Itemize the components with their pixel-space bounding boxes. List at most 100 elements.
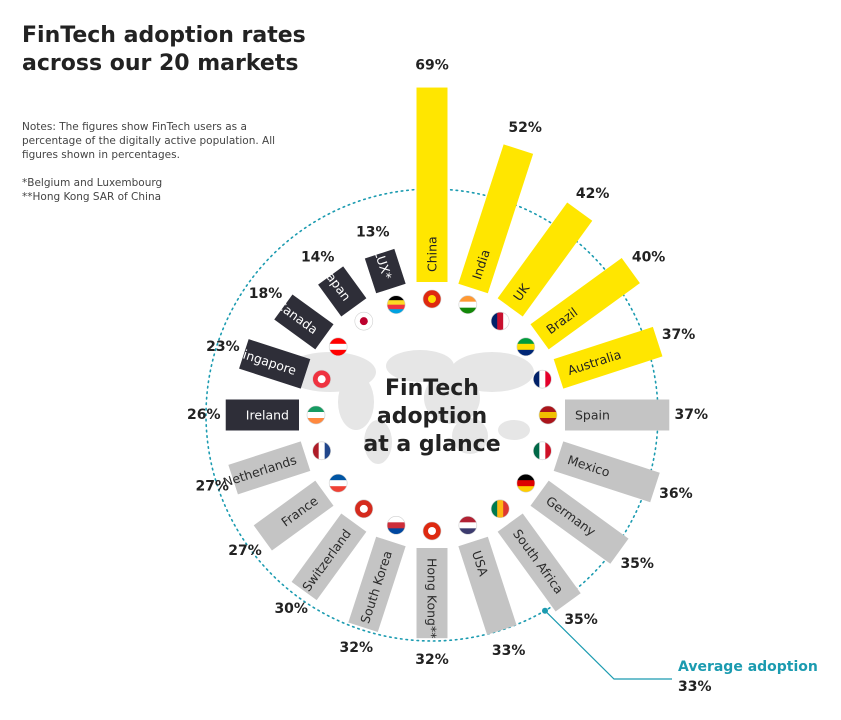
bar-rect-be-lux bbox=[364, 248, 406, 294]
bar-rect-india bbox=[458, 144, 534, 294]
singapore-flag bbox=[312, 369, 331, 389]
center-caption: FinTech adoption at a glance bbox=[363, 376, 500, 457]
bar-rect-japan bbox=[318, 266, 367, 317]
bar-rect-uk bbox=[497, 202, 593, 317]
netherlands-flag bbox=[312, 441, 331, 461]
center-caption-line2: adoption bbox=[377, 404, 487, 429]
average-adoption-value: 33% bbox=[678, 679, 712, 695]
value-label-china: 69% bbox=[415, 58, 449, 74]
bar-rect-france bbox=[253, 480, 334, 551]
category-label-spain: Spain bbox=[575, 408, 610, 423]
uk-flag bbox=[490, 311, 510, 331]
flags bbox=[306, 289, 558, 541]
bar-rect-mexico bbox=[553, 441, 660, 503]
canada-flag bbox=[328, 337, 348, 357]
center-caption-line3: at a glance bbox=[363, 432, 500, 457]
bar-uk: UK bbox=[497, 202, 593, 317]
bar-spain: Spain bbox=[565, 399, 670, 431]
notes-text: Notes: The figures show FinTech users as… bbox=[22, 121, 276, 161]
category-label-china: China bbox=[425, 236, 440, 272]
footnote-belgium-luxembourg: *Belgium and Luxembourg bbox=[22, 177, 163, 189]
bar-rect-ireland bbox=[225, 399, 299, 431]
mexico-flag bbox=[533, 441, 552, 461]
chart-title: FinTech adoption rates across our 20 mar… bbox=[22, 22, 306, 78]
category-label-ireland: Ireland bbox=[246, 408, 289, 423]
germany-flag bbox=[516, 473, 536, 493]
bar-ireland: Ireland bbox=[225, 399, 299, 431]
value-label-mexico: 36% bbox=[659, 486, 693, 502]
switzerland-flag bbox=[354, 499, 374, 519]
bar-australia: Australia bbox=[553, 326, 663, 389]
category-label-hong-kong: Hong Kong** bbox=[425, 558, 440, 638]
bar-rect-china bbox=[416, 87, 448, 282]
bar-india: India bbox=[458, 144, 534, 294]
bar-singapore: Singapore bbox=[234, 339, 311, 389]
continent-shape-5 bbox=[450, 352, 534, 392]
france-flag bbox=[328, 473, 348, 493]
bar-hong-kong: Hong Kong** bbox=[416, 548, 448, 639]
value-labels: 69% 52% 42% 40% 37% 37% 36% 35% 35% 33% 32% 32% 30% 2… bbox=[187, 58, 708, 669]
value-label-hong-kong: 32% bbox=[415, 652, 449, 668]
notes: Notes: The figures show FinTech users as… bbox=[22, 120, 292, 204]
value-label-germany: 35% bbox=[620, 556, 654, 572]
value-label-canada: 18% bbox=[249, 286, 283, 302]
bar-rect-netherlands bbox=[228, 441, 311, 495]
value-label-south-africa: 35% bbox=[564, 612, 598, 628]
world-map-background bbox=[284, 350, 534, 464]
bar-france: France bbox=[253, 480, 334, 551]
center-caption-line1: FinTech bbox=[385, 376, 479, 401]
continent-shape-8 bbox=[452, 418, 488, 454]
south-korea-flag bbox=[386, 516, 406, 535]
value-label-japan: 14% bbox=[301, 250, 335, 266]
bar-rect-hong-kong bbox=[416, 548, 448, 639]
value-label-singapore: 23% bbox=[206, 339, 240, 355]
belgium-lux-flag bbox=[386, 295, 406, 314]
brazil-flag bbox=[516, 337, 536, 357]
average-adoption-label: Average adoption bbox=[678, 659, 818, 675]
value-label-uk: 42% bbox=[576, 186, 610, 202]
value-label-brazil: 40% bbox=[632, 250, 666, 266]
continent-shape-6 bbox=[498, 420, 530, 440]
bar-rect-germany bbox=[530, 480, 629, 564]
continent-shape-3 bbox=[386, 350, 454, 382]
value-label-be-lux: 13% bbox=[356, 225, 390, 241]
average-callout: Average adoption 33% bbox=[542, 607, 818, 695]
bar-rect-australia bbox=[553, 326, 663, 389]
average-marker bbox=[542, 607, 548, 614]
value-label-spain: 37% bbox=[675, 407, 709, 423]
bar-rect-usa bbox=[458, 536, 517, 635]
average-leader-line bbox=[544, 610, 672, 680]
value-label-france: 27% bbox=[228, 543, 262, 559]
bar-usa: USA bbox=[458, 536, 517, 635]
bar-rect-south-korea bbox=[348, 536, 406, 633]
bar-rect-singapore bbox=[239, 339, 311, 389]
value-label-ireland: 26% bbox=[187, 407, 221, 423]
bar-rect-spain bbox=[565, 399, 670, 431]
australia-flag bbox=[533, 369, 552, 389]
chart-title-line1: FinTech adoption rates bbox=[22, 23, 306, 48]
value-label-south-korea: 32% bbox=[339, 640, 373, 656]
chart-title-line2: across our 20 markets bbox=[22, 51, 299, 76]
usa-flag bbox=[458, 516, 478, 535]
bar-rect-south-africa bbox=[497, 513, 581, 612]
bar-rect-brazil bbox=[530, 258, 640, 350]
bar-japan: Japan bbox=[318, 266, 367, 317]
china-flag bbox=[422, 289, 442, 309]
bar-rect-canada bbox=[274, 294, 334, 350]
value-label-australia: 37% bbox=[662, 327, 696, 343]
value-label-india: 52% bbox=[508, 120, 542, 136]
japan-flag bbox=[354, 311, 374, 331]
footnote-hong-kong: **Hong Kong SAR of China bbox=[22, 191, 162, 203]
spain-flag bbox=[538, 405, 558, 425]
south-africa-flag bbox=[490, 499, 510, 519]
value-label-netherlands: 27% bbox=[195, 478, 229, 494]
bar-rect-switzerland bbox=[291, 513, 367, 601]
continent-shape-7 bbox=[364, 420, 392, 464]
value-label-usa: 33% bbox=[492, 643, 526, 659]
bar-netherlands: Netherlands bbox=[221, 441, 311, 495]
ireland-flag bbox=[306, 405, 326, 425]
value-label-switzerland: 30% bbox=[274, 601, 308, 617]
india-flag bbox=[458, 295, 478, 314]
bar-mexico: Mexico bbox=[553, 441, 660, 503]
